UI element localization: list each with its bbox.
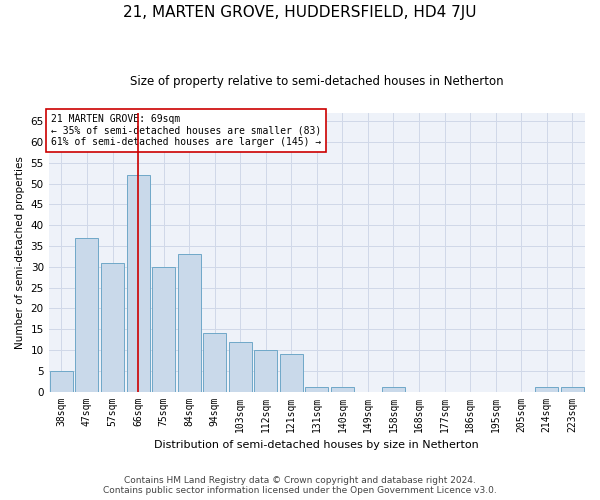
Bar — [535, 388, 558, 392]
Text: Contains HM Land Registry data © Crown copyright and database right 2024.
Contai: Contains HM Land Registry data © Crown c… — [103, 476, 497, 495]
Y-axis label: Number of semi-detached properties: Number of semi-detached properties — [15, 156, 25, 348]
Bar — [101, 262, 124, 392]
Bar — [76, 238, 98, 392]
X-axis label: Distribution of semi-detached houses by size in Netherton: Distribution of semi-detached houses by … — [154, 440, 479, 450]
Bar — [229, 342, 252, 392]
Bar — [280, 354, 303, 392]
Bar — [331, 388, 354, 392]
Bar — [254, 350, 277, 392]
Bar — [561, 388, 584, 392]
Bar — [152, 266, 175, 392]
Text: 21 MARTEN GROVE: 69sqm
← 35% of semi-detached houses are smaller (83)
61% of sem: 21 MARTEN GROVE: 69sqm ← 35% of semi-det… — [52, 114, 322, 148]
Text: 21, MARTEN GROVE, HUDDERSFIELD, HD4 7JU: 21, MARTEN GROVE, HUDDERSFIELD, HD4 7JU — [123, 5, 477, 20]
Bar — [50, 371, 73, 392]
Bar — [305, 388, 328, 392]
Bar — [178, 254, 200, 392]
Bar — [203, 334, 226, 392]
Title: Size of property relative to semi-detached houses in Netherton: Size of property relative to semi-detach… — [130, 75, 503, 88]
Bar — [127, 175, 149, 392]
Bar — [382, 388, 405, 392]
